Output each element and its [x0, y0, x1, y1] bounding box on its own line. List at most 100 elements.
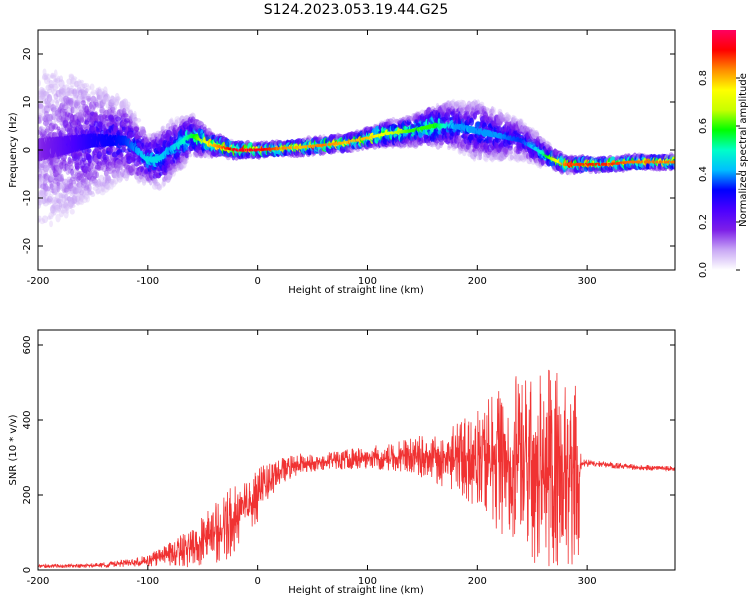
snr-y-tick-label: 400 [22, 410, 33, 429]
spectrogram-cell [46, 93, 53, 103]
spectrogram-cell [48, 196, 54, 204]
spectrogram-cell [102, 96, 109, 104]
spectrogram-cell [38, 79, 41, 87]
spectrogram-cell [163, 177, 168, 182]
spectrogram-cell [72, 186, 79, 194]
spectrogram-cell [180, 161, 185, 170]
spectrogram-cell [73, 91, 80, 99]
spectrogram-cell [51, 114, 56, 121]
spectrogram-cell [94, 99, 99, 105]
spectrogram-cell [42, 68, 47, 76]
spectrogram-cell [45, 198, 53, 205]
spectrogram-cell [63, 198, 70, 207]
spectrogram-cell [63, 206, 68, 213]
spectrogram-cell [60, 204, 67, 209]
spectrogram-cell [68, 201, 73, 209]
spectrogram-cell [129, 113, 135, 122]
spectrogram-cell [115, 96, 121, 101]
spectrogram-x-tick-label: 300 [578, 276, 597, 287]
spectrogram-cell [38, 198, 42, 203]
spectrogram-cell [105, 174, 111, 181]
spectrogram-cell [61, 206, 69, 211]
spectrogram-cell [92, 178, 98, 184]
colorbar-tick-label: 0.2 [698, 214, 709, 230]
spectrogram-cell [70, 195, 78, 205]
spectrogram-cell [85, 85, 92, 91]
spectrogram-cell [99, 98, 106, 107]
spectrogram-x-axis-label: Height of straight line (km) [288, 285, 424, 296]
spectrogram-cell [113, 96, 121, 103]
spectrogram-cell [59, 88, 66, 94]
spectrogram-cell [98, 91, 105, 96]
spectrogram-cell [68, 87, 74, 97]
spectrogram-cell [116, 171, 122, 176]
spectrogram-cell [38, 95, 44, 102]
spectrogram-cell [116, 175, 123, 183]
spectrogram-cell [95, 171, 100, 179]
spectrogram-cell [103, 181, 110, 190]
spectrogram-cell [100, 91, 106, 99]
spectrogram-cell [50, 74, 55, 79]
spectrogram-cell [117, 163, 123, 170]
spectrogram-cell [90, 192, 96, 198]
spectrogram-cell [86, 120, 91, 130]
spectrogram-cell [45, 100, 51, 109]
spectrogram-cell [120, 99, 127, 108]
spectrogram-cell [111, 97, 118, 103]
spectrogram-cell [50, 104, 57, 113]
spectrogram-cell [80, 92, 85, 101]
spectrogram-cell [38, 215, 42, 222]
spectrogram-cell [92, 97, 99, 102]
colorbar-gradient [712, 30, 736, 270]
spectrogram-cell [47, 98, 55, 106]
spectrogram-cell [114, 92, 120, 102]
spectrogram-cell [64, 205, 70, 214]
spectrogram-cell [51, 196, 58, 205]
spectrogram-cell [182, 159, 187, 169]
spectrogram-cell [59, 88, 67, 93]
spectrogram-cell [38, 103, 44, 109]
spectrogram-heatmap [38, 68, 675, 228]
spectrogram-y-tick-label: -20 [22, 238, 33, 254]
spectrogram-cell [138, 126, 145, 131]
spectrogram-cell [68, 74, 75, 81]
spectrogram-cell [151, 183, 159, 190]
spectrogram-cell [133, 117, 138, 122]
spectrogram-cell [90, 91, 96, 96]
spectrogram-cell [69, 208, 75, 215]
spectrogram-cell [87, 190, 93, 196]
spectrogram-cell [110, 109, 115, 117]
spectrogram-cell [95, 183, 99, 188]
spectrogram-cell [68, 73, 74, 78]
spectrogram-cell [86, 148, 92, 154]
spectrogram-cell [110, 181, 114, 190]
spectrogram-cell [58, 198, 63, 208]
snr-y-tick-label: 200 [22, 485, 33, 504]
spectrogram-cell [50, 209, 55, 218]
spectrogram-cell [50, 206, 57, 211]
snr-x-axis-label: Height of straight line (km) [288, 585, 424, 596]
spectrogram-cell [70, 106, 75, 114]
spectrogram-cell [103, 94, 109, 101]
spectrogram-cell [68, 182, 74, 192]
spectrogram-cell [85, 193, 91, 203]
spectrogram-cell [53, 83, 60, 89]
spectrogram-cell [95, 188, 102, 194]
spectrogram-cell [69, 85, 75, 95]
snr-x-tick-label: 0 [254, 576, 260, 587]
spectrogram-cell [38, 197, 43, 206]
spectrogram-cell [120, 168, 125, 178]
spectrogram-cell [85, 95, 92, 101]
spectrogram-cell [85, 183, 90, 191]
spectrogram-cell [82, 188, 87, 198]
colorbar-label: Normalized spectral amplitude [738, 73, 749, 227]
spectrogram-cell [122, 171, 127, 179]
spectrogram-cell [38, 201, 42, 209]
spectrogram-cell [61, 178, 69, 186]
spectrogram-cell [71, 180, 77, 185]
colorbar: 0.00.20.40.60.8 Normalized spectral ampl… [698, 30, 749, 278]
spectrogram-cell [83, 191, 90, 196]
spectrogram-cell [102, 92, 109, 99]
spectrogram-cell [55, 166, 60, 171]
